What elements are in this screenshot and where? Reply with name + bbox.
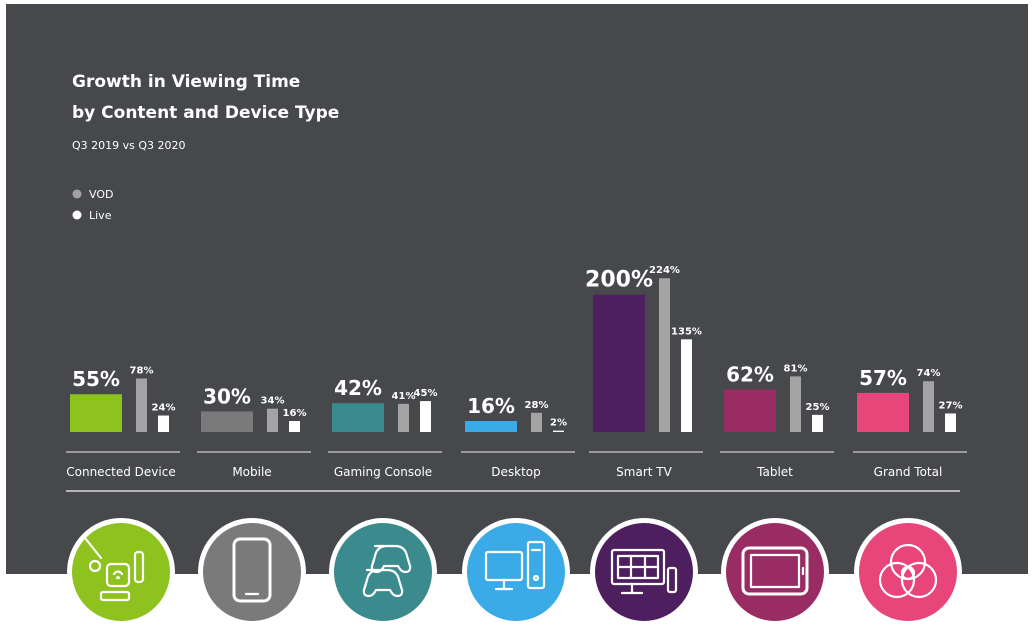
data-label-live: 135% <box>671 326 702 337</box>
data-label-total: 62% <box>726 362 774 386</box>
bar-live <box>812 414 823 432</box>
bar-live <box>420 401 431 432</box>
bar-live <box>553 430 564 432</box>
data-label-vod: 224% <box>649 265 680 276</box>
legend-swatch-live <box>72 210 82 220</box>
data-label-vod: 81% <box>784 363 808 374</box>
data-label-live: 16% <box>283 408 307 419</box>
bar-vod <box>136 378 147 432</box>
mobile-phone-icon <box>198 518 306 626</box>
bar-group: 200%224% 135% Smart TV <box>585 265 703 479</box>
data-label-vod: 41% <box>392 391 416 402</box>
bar-group: 62% 81% 25% Tablet <box>720 362 834 479</box>
bar-total <box>332 403 384 432</box>
data-label-live: 27% <box>939 400 963 411</box>
bar-total <box>724 389 776 432</box>
legend-label-vod: VOD <box>89 188 113 201</box>
bar-group: 57% 74% 27% Grand Total <box>853 366 967 479</box>
bar-vod <box>267 408 278 432</box>
data-label-vod: 74% <box>917 368 941 379</box>
data-label-total: 30% <box>203 384 251 408</box>
legend: VOD Live <box>72 188 113 222</box>
bar-group: 16% 28%2% Desktop <box>461 394 575 479</box>
category-label: Gaming Console <box>334 465 432 479</box>
data-label-live: 25% <box>806 402 830 413</box>
connected-device-icon <box>67 518 175 626</box>
bar-live <box>289 421 300 432</box>
category-label: Tablet <box>756 465 793 479</box>
category-label: Mobile <box>232 465 271 479</box>
bar-group: 42% 41%45% Gaming Console <box>328 376 442 479</box>
category-label: Desktop <box>491 465 541 479</box>
chart-subtitle: Q3 2019 vs Q3 2020 <box>72 139 186 152</box>
chart-title-line-1: Growth in Viewing Time <box>72 72 300 92</box>
grand-total-icon <box>854 518 962 626</box>
legend-label-live: Live <box>89 209 112 222</box>
tablet-icon <box>721 518 829 626</box>
bar-group: 55% 78% 24% Connected Device <box>66 365 180 479</box>
data-label-vod: 28% <box>525 400 549 411</box>
category-label: Smart TV <box>616 465 672 479</box>
data-label-live: 2% <box>550 418 567 429</box>
chart-title-line-2: by Content and Device Type <box>72 103 339 123</box>
bar-vod <box>790 376 801 432</box>
bar-vod <box>659 278 670 432</box>
bar-vod <box>398 403 409 432</box>
bar-live <box>158 415 169 432</box>
data-label-live: 24% <box>152 403 176 414</box>
data-label-vod: 34% <box>261 396 285 407</box>
smart-tv-icon <box>590 518 698 626</box>
data-label-vod: 78% <box>130 365 154 376</box>
bar-total <box>70 394 122 432</box>
bar-total <box>201 411 253 432</box>
data-label-total: 16% <box>467 394 515 418</box>
data-label-live: 45% <box>414 388 438 399</box>
bar-total <box>593 294 645 432</box>
data-label-total: 200% <box>585 268 653 293</box>
bar-total <box>465 421 517 432</box>
bar-vod <box>531 412 542 432</box>
bar-live <box>945 413 956 432</box>
category-label: Connected Device <box>66 465 175 479</box>
bar-live <box>681 339 692 432</box>
desktop-computer-icon <box>462 518 570 626</box>
category-label: Grand Total <box>874 465 943 479</box>
gamepad-icon <box>329 518 437 626</box>
category-icons <box>67 518 962 626</box>
data-label-total: 55% <box>72 367 120 391</box>
bar-vod <box>923 381 934 432</box>
bar-total <box>857 392 909 432</box>
data-label-total: 57% <box>859 366 907 390</box>
chart-background <box>6 4 1028 574</box>
data-label-total: 42% <box>334 376 382 400</box>
legend-swatch-vod <box>72 189 82 199</box>
bar-group: 30% 34%16% Mobile <box>197 384 311 479</box>
